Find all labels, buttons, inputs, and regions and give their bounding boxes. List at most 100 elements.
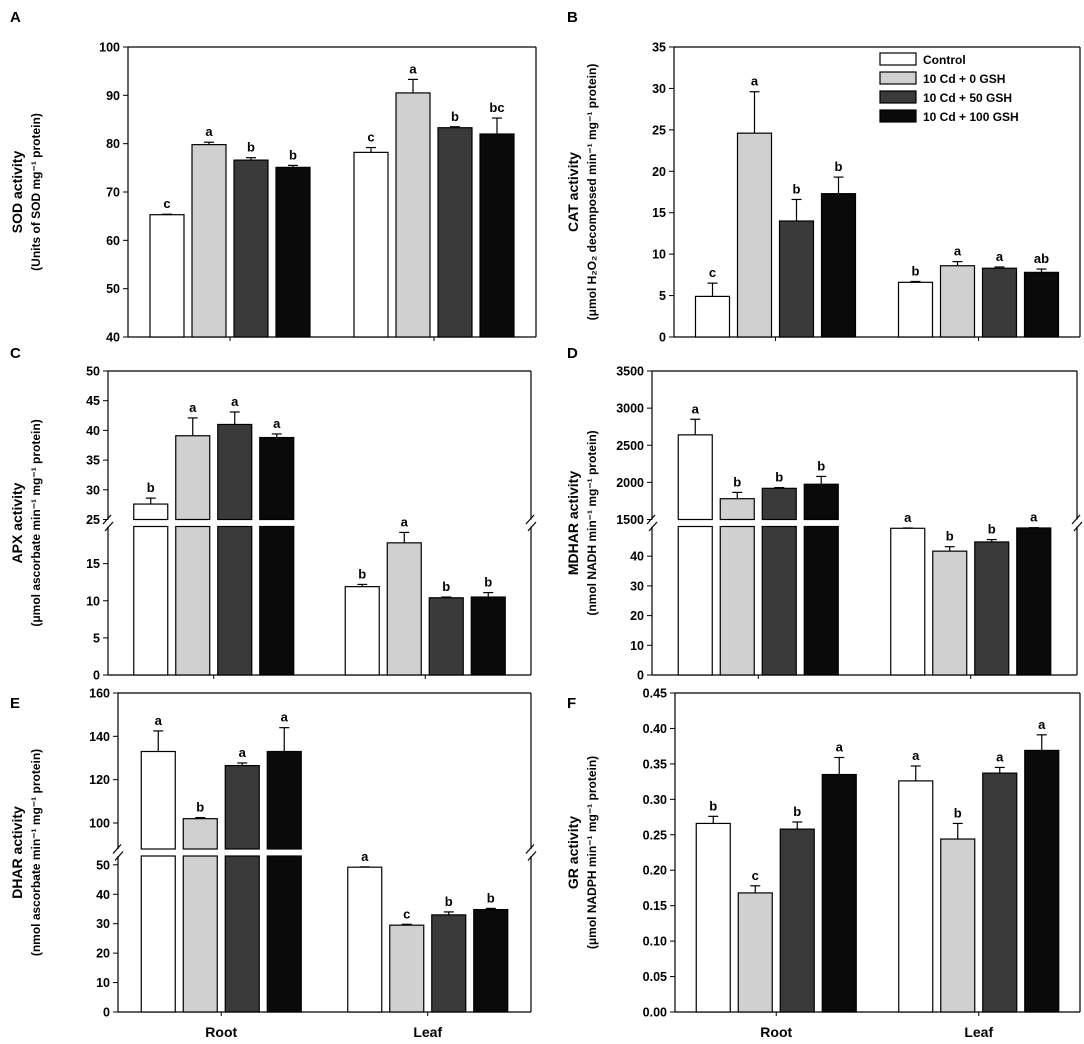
legend-swatch: [879, 52, 917, 66]
y-axis-unit: (Units of SOD mg⁻¹ protein): [29, 113, 43, 271]
y-tick-label: 40: [630, 550, 644, 564]
axis-break-mark: [114, 851, 124, 861]
y-tick-label: 0.30: [643, 793, 667, 807]
bar: [149, 214, 185, 338]
bar-lower-segment: [761, 525, 797, 676]
y-tick-label: 15: [652, 206, 666, 220]
y-axis-title: SOD activity: [9, 151, 25, 234]
legend-label: 10 Cd + 0 GSH: [923, 72, 1005, 86]
significance-letter: a: [751, 74, 759, 89]
significance-letter: b: [358, 566, 366, 581]
y-axis-unit: (μmol H₂O₂ decomposed min⁻¹ mg⁻¹ protein…: [585, 64, 599, 321]
y-tick-label: 25: [86, 513, 100, 527]
y-tick-label: 45: [86, 394, 100, 408]
legend-label: 10 Cd + 50 GSH: [923, 91, 1012, 105]
bar-lower-segment: [140, 855, 176, 1013]
y-axis-unit: (nmol NADH min⁻¹ mg⁻¹ protein): [585, 430, 599, 615]
panel-c: 0 5 10 15 25 30 35 40 45 50 C APX activity (μmol asc…: [9, 345, 537, 683]
y-tick-label: 0: [637, 669, 644, 683]
significance-letter: b: [793, 804, 801, 819]
y-tick-label: 50: [86, 365, 100, 379]
legend-swatch: [879, 71, 917, 85]
y-tick-label: 1500: [616, 513, 644, 527]
significance-letter: b: [912, 263, 920, 278]
y-tick-label: 0.20: [643, 864, 667, 878]
bar: [820, 193, 857, 338]
significance-letter: b: [147, 480, 155, 495]
y-tick-label: 0.40: [643, 722, 667, 736]
bar: [191, 144, 227, 338]
y-tick-label: 3000: [616, 402, 644, 416]
axis-break-mark: [104, 521, 114, 532]
y-axis-unit: (μmol NADPH min⁻¹ mg⁻¹ protein): [585, 756, 599, 949]
legend-label: Control: [923, 53, 966, 67]
y-tick-label: 5: [659, 289, 666, 303]
bar: [737, 892, 773, 1013]
significance-letter: b: [289, 147, 297, 162]
panel-f: 0.00 0.05 0.10 0.15 0.20 0.25 0.30 0.35 0.40 0.45…: [565, 687, 1081, 1040]
bar: [1016, 527, 1052, 676]
bar: [898, 780, 934, 1013]
y-tick-label: 40: [106, 331, 120, 345]
bar: [897, 281, 934, 338]
bar-lower-segment: [182, 855, 218, 1013]
axis-break-mark: [525, 844, 535, 854]
axis-break-mark: [1071, 514, 1081, 525]
y-axis-title: APX activity: [9, 482, 25, 563]
y-tick-label: 50: [106, 282, 120, 296]
significance-letter: c: [752, 868, 759, 883]
panel-letter: E: [10, 695, 20, 712]
legend-label: 10 Cd + 100 GSH: [923, 110, 1019, 124]
y-axis-unit: (μmol ascorbate min⁻¹ mg⁻¹ protein): [29, 419, 43, 626]
bar-lower-segment: [217, 525, 253, 676]
bar-lower-segment: [259, 525, 295, 676]
panel-a: 40 50 60 70 80 90 100 A SOD activity (Units of SO…: [9, 9, 537, 345]
y-tick-label: 10: [96, 976, 110, 990]
bar: [695, 822, 731, 1013]
y-tick-label: 25: [652, 123, 666, 137]
significance-letter: c: [709, 265, 716, 280]
significance-letter: b: [835, 159, 843, 174]
bar: [821, 773, 857, 1013]
y-tick-label: 100: [99, 41, 120, 55]
x-category-label: Leaf: [413, 1024, 442, 1040]
y-tick-label: 3500: [616, 365, 644, 379]
y-tick-label: 5: [93, 631, 100, 645]
y-tick-label: 0.05: [643, 970, 667, 984]
axis-break-mark: [648, 521, 658, 532]
bar: [890, 527, 926, 676]
significance-letter: a: [1030, 510, 1038, 525]
panel-d: 0 10 20 30 40 1500 2000 2500 3000 3500 D MDHAR acti…: [565, 345, 1083, 683]
significance-letter: a: [996, 749, 1004, 764]
significance-letter: b: [954, 805, 962, 820]
significance-letter: b: [484, 575, 492, 590]
significance-letter: b: [445, 894, 453, 909]
y-tick-label: 140: [89, 730, 110, 744]
bar: [437, 127, 473, 338]
y-axis-title: MDHAR activity: [565, 471, 581, 575]
axis-break-mark: [527, 521, 537, 532]
y-tick-label: 35: [86, 454, 100, 468]
bar: [266, 750, 302, 850]
significance-letter: a: [361, 849, 369, 864]
significance-letter: a: [189, 400, 197, 415]
bar: [140, 750, 176, 850]
y-tick-label: 10: [630, 639, 644, 653]
bar: [479, 133, 515, 338]
y-tick-label: 10: [86, 594, 100, 608]
y-tick-label: 2000: [616, 476, 644, 490]
panel-letter: A: [10, 9, 21, 26]
significance-letter: a: [692, 401, 700, 416]
significance-letter: ab: [1034, 251, 1049, 266]
y-tick-label: 0.45: [643, 687, 667, 701]
significance-letter: a: [281, 710, 289, 725]
bar: [779, 828, 815, 1013]
axis-break-mark: [527, 851, 537, 861]
x-category-label: Leaf: [964, 1024, 993, 1040]
x-category-label: Root: [760, 1024, 792, 1040]
significance-letter: c: [367, 130, 374, 145]
significance-letter: a: [205, 124, 213, 139]
y-tick-label: 80: [106, 137, 120, 151]
bar: [761, 487, 797, 521]
